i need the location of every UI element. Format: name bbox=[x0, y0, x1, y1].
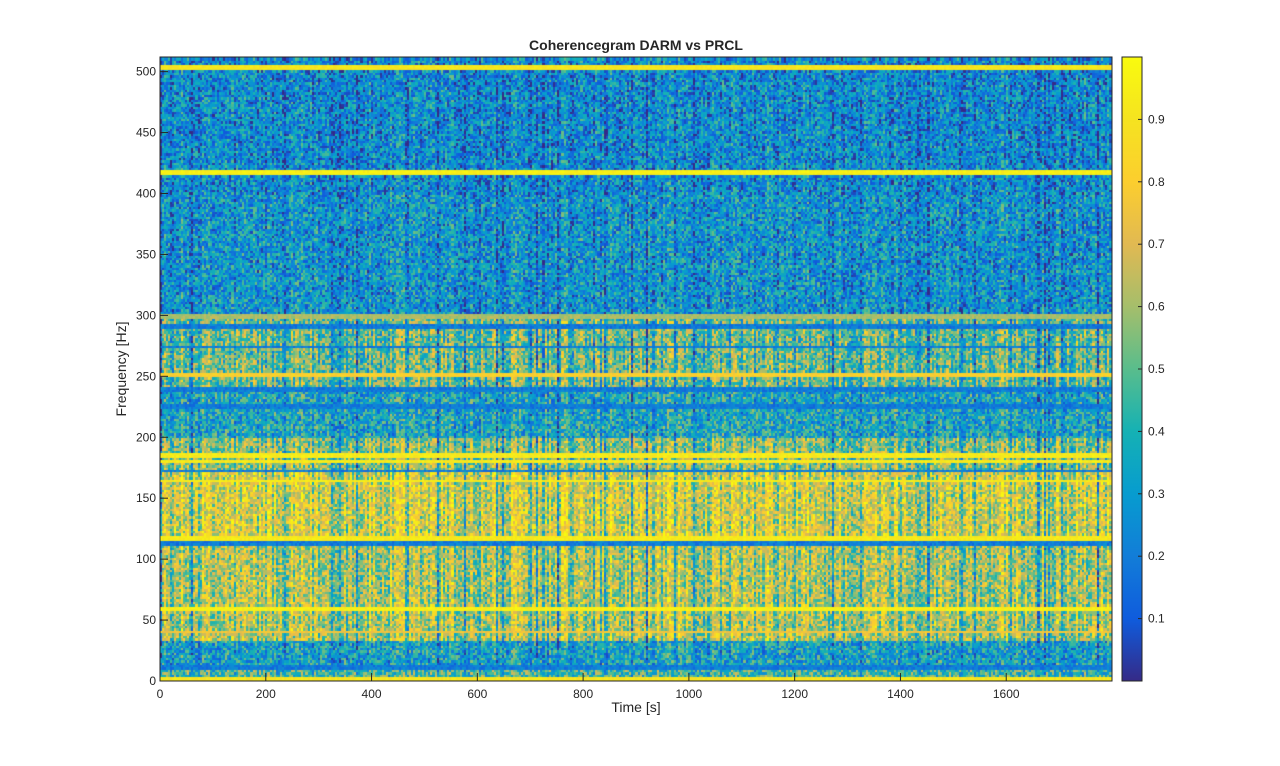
colorbar: 0.1 0.2 0.3 0.4 0.5 0.6 0.7 0.8 0.9 bbox=[1121, 56, 1165, 682]
colorbar-ticks: 0.1 0.2 0.3 0.4 0.5 0.6 0.7 0.8 0.9 bbox=[1138, 112, 1165, 626]
plot-frame bbox=[159, 56, 1113, 682]
y-tick-label: 500 bbox=[136, 65, 156, 79]
y-tick-label: 100 bbox=[136, 552, 156, 566]
colorbar-tick-label: 0.2 bbox=[1148, 549, 1165, 563]
y-tick-label: 450 bbox=[136, 126, 156, 140]
x-axis-label: Time [s] bbox=[611, 699, 660, 715]
y-tick-label: 150 bbox=[136, 491, 156, 505]
colorbar-tick-label: 0.8 bbox=[1148, 175, 1165, 189]
x-tick-label: 1000 bbox=[676, 687, 703, 701]
colorbar-tick-label: 0.5 bbox=[1148, 362, 1165, 376]
y-tick-label: 250 bbox=[136, 369, 156, 383]
chart-title: Coherencegram DARM vs PRCL bbox=[529, 37, 743, 53]
colorbar-tick-label: 0.4 bbox=[1148, 424, 1165, 438]
x-tick-label: 600 bbox=[467, 687, 487, 701]
y-tick-label: 0 bbox=[149, 674, 156, 688]
x-tick-label: 400 bbox=[362, 687, 382, 701]
x-tick-label: 1600 bbox=[993, 687, 1020, 701]
plot-area bbox=[159, 56, 1113, 682]
y-tick-label: 50 bbox=[143, 613, 157, 627]
x-tick-label: 1200 bbox=[781, 687, 808, 701]
x-tick-label: 200 bbox=[256, 687, 276, 701]
x-tick-label: 0 bbox=[157, 687, 164, 701]
colorbar-tick-label: 0.9 bbox=[1148, 112, 1165, 126]
colorbar-tick-label: 0.6 bbox=[1148, 300, 1165, 314]
y-tick-label: 400 bbox=[136, 187, 156, 201]
y-tick-label: 350 bbox=[136, 247, 156, 261]
colorbar-tick-label: 0.7 bbox=[1148, 237, 1165, 251]
y-tick-label: 300 bbox=[136, 308, 156, 322]
x-axis: 0 200 400 600 800 1000 1200 1400 1600 bbox=[157, 673, 1020, 701]
x-tick-label: 1400 bbox=[887, 687, 914, 701]
y-axis: 0 50 100 150 200 250 300 350 400 450 500 bbox=[136, 65, 168, 688]
colorbar-tick-label: 0.3 bbox=[1148, 487, 1165, 501]
y-tick-label: 200 bbox=[136, 430, 156, 444]
y-axis-label: Frequency [Hz] bbox=[113, 322, 129, 417]
colorbar-tick-label: 0.1 bbox=[1148, 612, 1165, 626]
coherence-heatmap bbox=[160, 57, 1112, 681]
x-tick-label: 800 bbox=[573, 687, 593, 701]
